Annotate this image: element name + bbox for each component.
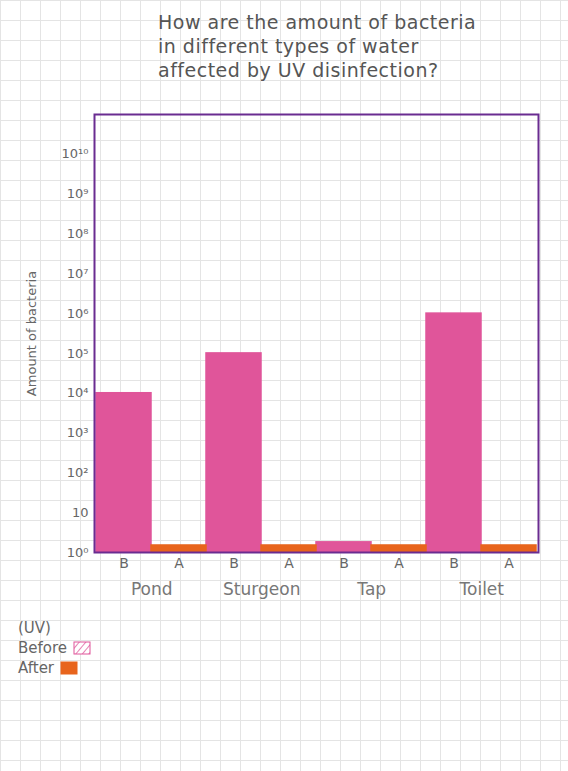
- svg-text:Toilet: Toilet: [459, 579, 505, 599]
- svg-text:10⁰: 10⁰: [67, 545, 89, 560]
- svg-text:Sturgeon: Sturgeon: [223, 579, 300, 599]
- svg-text:10⁴: 10⁴: [67, 385, 89, 400]
- svg-text:10⁶: 10⁶: [67, 306, 89, 321]
- svg-text:B: B: [449, 555, 459, 571]
- svg-text:10⁷: 10⁷: [67, 266, 89, 281]
- svg-text:Amount of bacteria: Amount of bacteria: [24, 271, 39, 396]
- svg-text:10: 10: [72, 505, 89, 520]
- svg-text:A: A: [394, 555, 404, 571]
- svg-text:10¹⁰: 10¹⁰: [62, 146, 89, 161]
- svg-text:10²: 10²: [67, 465, 89, 480]
- svg-text:B: B: [119, 555, 129, 571]
- html-text:(UV): (UV): [18, 619, 51, 637]
- svg-text:A: A: [174, 555, 184, 571]
- svg-text:A: A: [504, 555, 514, 571]
- svg-text:B: B: [229, 555, 239, 571]
- svg-text:10³: 10³: [67, 425, 89, 440]
- html-text:Before: Before: [18, 639, 67, 657]
- svg-text:Pond: Pond: [131, 579, 173, 599]
- svg-text:10⁵: 10⁵: [67, 346, 89, 361]
- svg-text:10⁹: 10⁹: [67, 186, 89, 201]
- svg-text:B: B: [339, 555, 349, 571]
- svg-text:10⁸: 10⁸: [67, 226, 89, 241]
- html-text:How are the amount of bacteria: How are the amount of bacteria in differ…: [158, 11, 477, 81]
- html-text:After: After: [18, 659, 54, 677]
- svg-text:A: A: [284, 555, 294, 571]
- svg-text:Tap: Tap: [356, 579, 386, 599]
